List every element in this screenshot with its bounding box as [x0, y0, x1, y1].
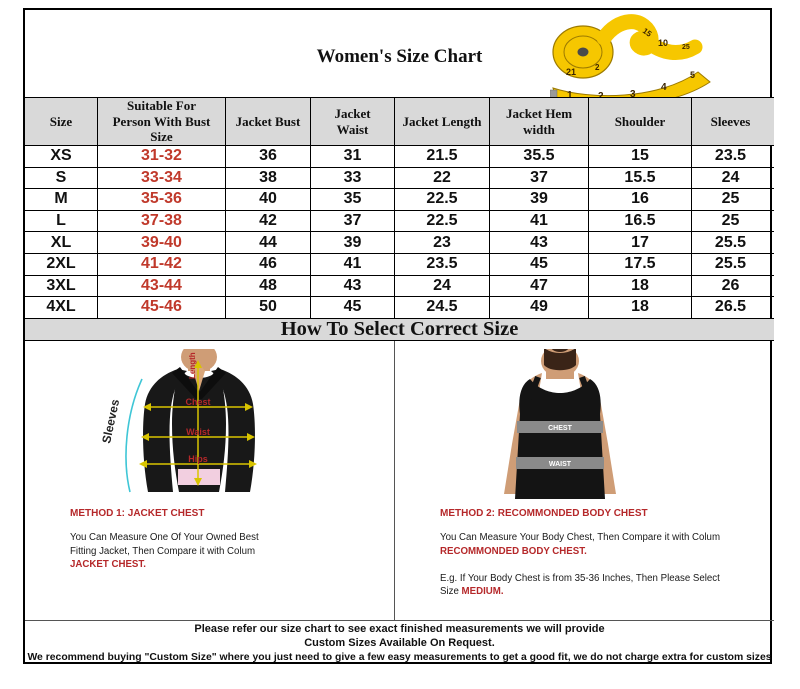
- svg-text:4: 4: [661, 82, 667, 93]
- svg-text:CHEST: CHEST: [548, 425, 572, 432]
- svg-text:Chest: Chest: [185, 397, 210, 407]
- svg-text:Waist: Waist: [186, 427, 210, 437]
- svg-text:WAIST: WAIST: [549, 461, 572, 468]
- svg-text:Sleeves: Sleeves: [99, 398, 122, 445]
- svg-text:25: 25: [682, 44, 690, 51]
- svg-text:10: 10: [658, 38, 668, 48]
- svg-text:2: 2: [595, 63, 600, 72]
- svg-text:21: 21: [566, 67, 576, 77]
- svg-text:5: 5: [690, 70, 695, 80]
- svg-text:Length: Length: [188, 352, 197, 379]
- svg-text:Hips: Hips: [188, 454, 208, 464]
